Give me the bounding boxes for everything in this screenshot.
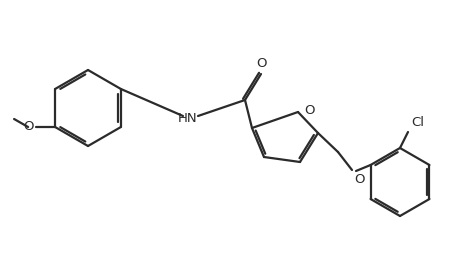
Text: O: O bbox=[304, 104, 315, 117]
Text: O: O bbox=[24, 120, 34, 133]
Text: O: O bbox=[257, 57, 267, 70]
Text: O: O bbox=[354, 173, 365, 186]
Text: Cl: Cl bbox=[411, 116, 424, 129]
Text: HN: HN bbox=[178, 112, 198, 124]
